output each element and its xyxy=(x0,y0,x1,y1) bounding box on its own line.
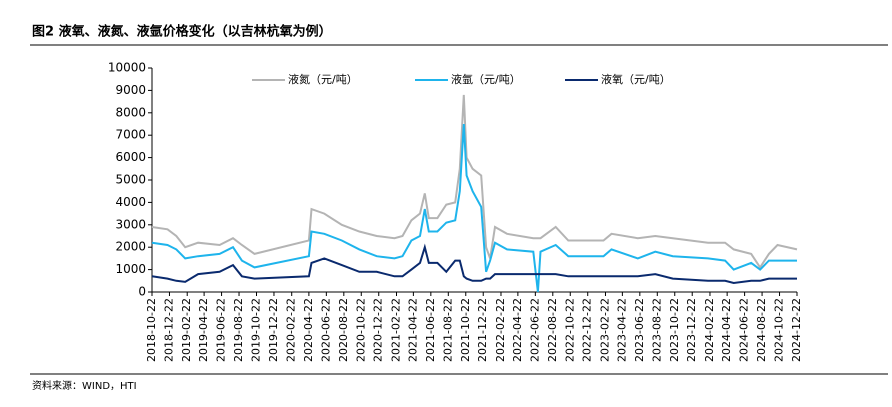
x-tick-label: 2022-08-22 xyxy=(546,298,559,362)
x-tick-label: 2020-08-22 xyxy=(337,298,350,362)
x-tick-label: 2024-08-22 xyxy=(755,298,768,362)
x-tick-label: 2021-12-22 xyxy=(476,298,489,362)
x-tick-label: 2018-10-22 xyxy=(145,298,158,362)
x-tick-label: 2024-04-22 xyxy=(720,298,733,362)
x-tick-label: 2020-06-22 xyxy=(319,298,332,362)
x-tick-label: 2020-02-22 xyxy=(285,298,298,362)
y-tick-label: 5000 xyxy=(115,173,146,187)
x-tick-label: 2022-06-22 xyxy=(528,298,541,362)
y-tick-label: 2000 xyxy=(115,240,146,254)
series-line xyxy=(151,94,798,270)
x-tick-label: 2023-08-22 xyxy=(650,298,663,362)
x-tick-label: 2019-02-22 xyxy=(180,298,193,362)
x-tick-label: 2021-06-22 xyxy=(424,298,437,362)
x-tick-label: 2021-10-22 xyxy=(459,298,472,362)
x-tick-label: 2023-04-22 xyxy=(615,298,628,362)
x-tick-label: 2020-10-22 xyxy=(354,298,367,362)
x-tick-label: 2024-12-22 xyxy=(790,298,803,362)
x-tick-label: 2022-04-22 xyxy=(511,298,524,362)
y-tick-label: 6000 xyxy=(115,150,146,164)
y-tick-label: 3000 xyxy=(115,217,146,231)
x-tick-label: 2019-04-22 xyxy=(197,298,210,362)
x-tick-label: 2022-10-22 xyxy=(563,298,576,362)
x-tick-label: 2020-04-22 xyxy=(302,298,315,362)
y-tick-label: 7000 xyxy=(115,128,146,142)
x-tick-label: 2018-12-22 xyxy=(162,298,175,362)
x-tick-label: 2022-02-22 xyxy=(494,298,507,362)
source-note: 资料来源：WIND，HTI xyxy=(32,379,137,392)
x-tick-label: 2023-02-22 xyxy=(598,298,611,362)
x-tick-label: 2023-06-22 xyxy=(633,298,646,362)
x-tick-label: 2024-10-22 xyxy=(773,298,786,362)
chart-title: 图2 液氧、液氮、液氩价格变化（以吉林杭氧为例） xyxy=(32,24,332,40)
legend-label: 液氩（元/吨） xyxy=(451,72,521,86)
y-tick-label: 10000 xyxy=(108,61,146,75)
y-tick-label: 1000 xyxy=(115,262,146,276)
x-tick-label: 2019-10-22 xyxy=(249,298,262,362)
x-tick-label: 2024-06-22 xyxy=(738,298,751,362)
x-tick-label: 2022-12-22 xyxy=(581,298,594,362)
x-tick-label: 2021-02-22 xyxy=(389,298,402,362)
x-tick-label: 2019-12-22 xyxy=(267,298,280,362)
series-line xyxy=(151,243,797,285)
x-tick-label: 2024-02-22 xyxy=(703,298,716,362)
y-tick-label: 8000 xyxy=(115,105,146,119)
x-tick-label: 2021-04-22 xyxy=(406,298,419,362)
y-tick-label: 4000 xyxy=(115,195,146,209)
legend-label: 液氧（元/吨） xyxy=(601,72,671,86)
y-tick-label: 9000 xyxy=(115,83,146,97)
x-tick-label: 2023-12-22 xyxy=(685,298,698,362)
y-tick-label: 0 xyxy=(138,285,146,299)
legend-label: 液氮（元/吨） xyxy=(288,72,358,86)
x-tick-label: 2019-08-22 xyxy=(232,298,245,362)
x-tick-label: 2023-10-22 xyxy=(668,298,681,362)
x-tick-label: 2021-08-22 xyxy=(441,298,454,362)
series-line xyxy=(151,123,797,293)
x-tick-label: 2020-12-22 xyxy=(372,298,385,362)
x-tick-label: 2019-06-22 xyxy=(215,298,228,362)
